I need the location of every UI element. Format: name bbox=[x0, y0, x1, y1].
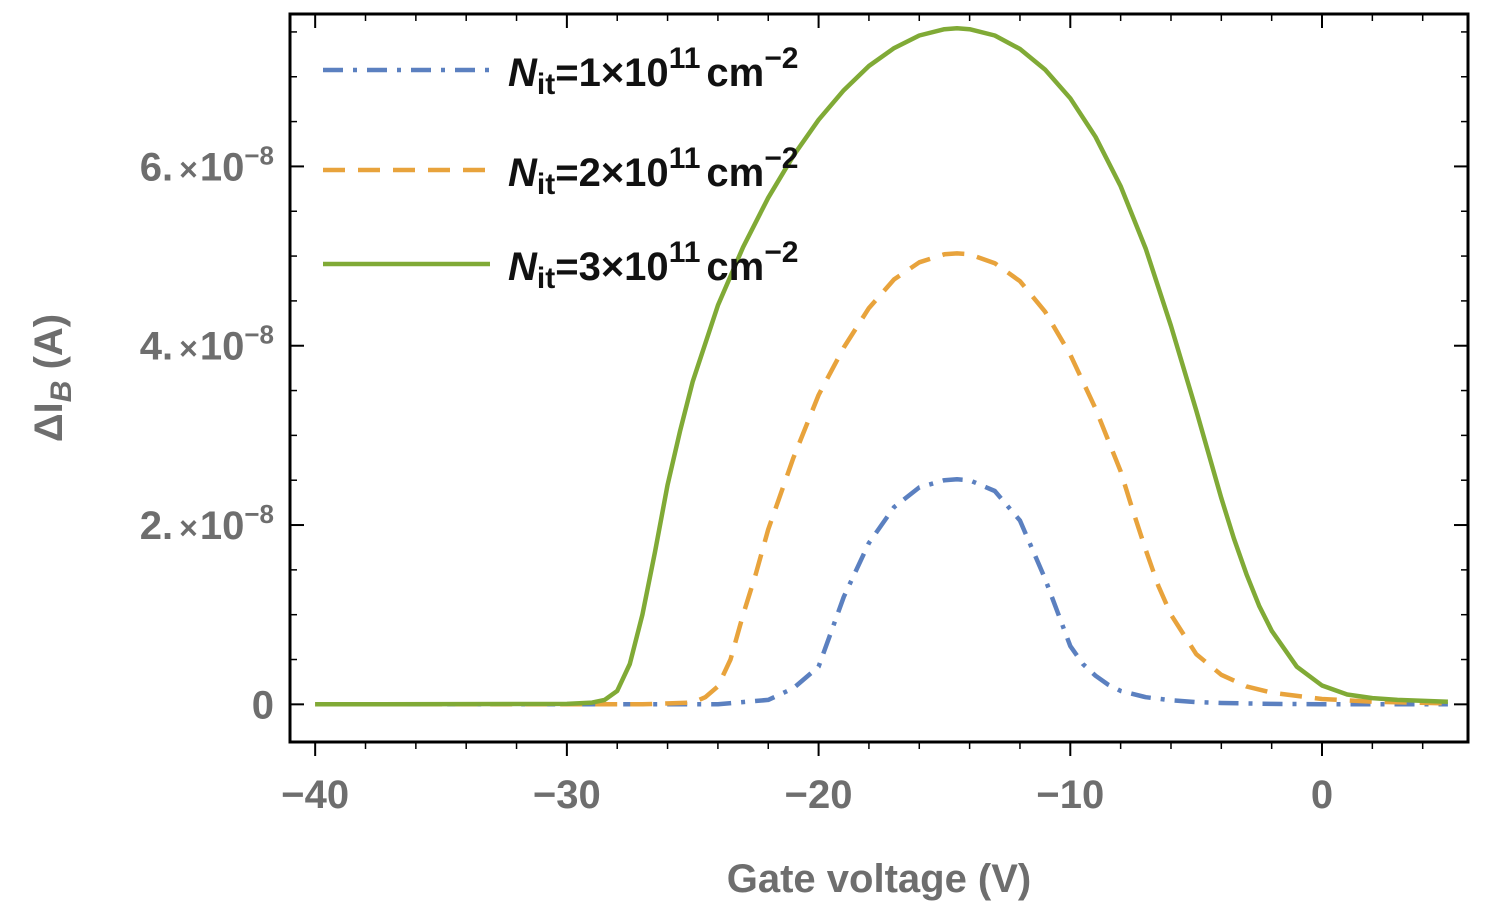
x-tick-label: −40 bbox=[281, 773, 349, 817]
x-tick-label: −30 bbox=[533, 773, 601, 817]
y-axis-label: ΔIB (A) bbox=[27, 314, 78, 442]
y-tick-label: 2. ×10−8 bbox=[140, 499, 274, 548]
legend-label-2: Nit=2×1011 cm−2 bbox=[508, 142, 798, 201]
x-tick-label: 0 bbox=[1311, 773, 1333, 817]
series-layer bbox=[315, 26, 1448, 707]
plot-frame bbox=[288, 12, 1470, 744]
legend-label-1: Nit=1×1011 cm−2 bbox=[508, 42, 798, 101]
x-axis-ticks: −40 −30 −20 −10 0 bbox=[281, 14, 1424, 817]
series-line-2 bbox=[315, 251, 1448, 707]
y-tick-label: 0 bbox=[252, 683, 274, 727]
series-line-3 bbox=[315, 26, 1448, 707]
y-tick-label: 4. ×10−8 bbox=[140, 320, 274, 369]
x-tick-label: −20 bbox=[785, 773, 853, 817]
x-axis-label: Gate voltage (V) bbox=[727, 857, 1032, 901]
series-line-1 bbox=[315, 477, 1448, 707]
y-axis-label-text: ΔIB (A) bbox=[27, 314, 78, 442]
y-axis-ticks: 0 2. ×10−8 4. ×10−8 6. ×10−8 bbox=[140, 31, 1468, 727]
x-tick-label: −10 bbox=[1036, 773, 1104, 817]
legend: Nit=1×1011 cm−2 Nit=2×1011 cm−2 Nit=3×1011 cm… bbox=[323, 42, 798, 295]
legend-label-3: Nit=3×1011 cm−2 bbox=[508, 236, 798, 295]
y-tick-label: 6. ×10−8 bbox=[140, 140, 274, 189]
